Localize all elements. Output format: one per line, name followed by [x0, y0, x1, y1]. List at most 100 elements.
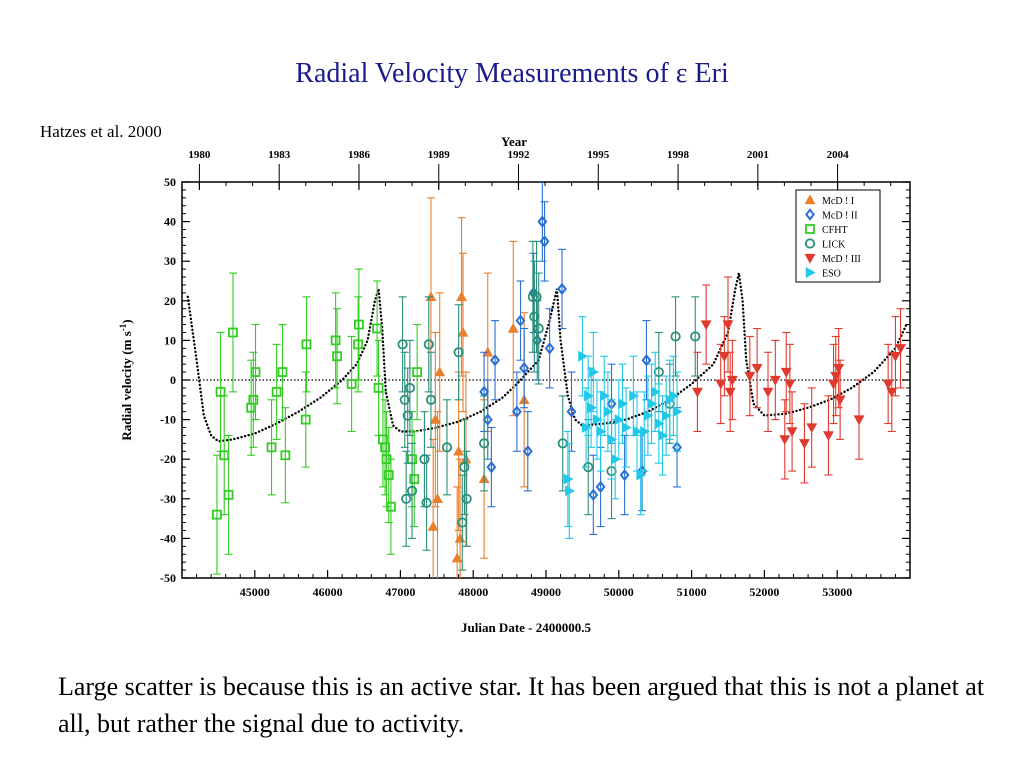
data-point	[453, 347, 464, 358]
data-point	[533, 323, 544, 334]
rv-chart: -50 -40 -30 -20 -10 0 10 20 30 40 50 45000 46000 470…	[118, 134, 911, 635]
data-point	[589, 366, 599, 378]
x-tick-label: 45000	[240, 585, 270, 599]
data-point	[586, 402, 597, 414]
data-point	[823, 431, 834, 442]
data-point	[383, 470, 394, 480]
data-point	[457, 326, 469, 337]
legend-marker	[805, 224, 815, 234]
year-tick-label: 1980	[188, 149, 211, 161]
year-tick-label: 2004	[827, 149, 850, 161]
data-point	[653, 366, 664, 378]
data-point	[798, 439, 810, 449]
data-point	[784, 379, 796, 390]
data-point	[751, 363, 763, 374]
data-point	[451, 552, 463, 563]
data-point	[592, 414, 603, 426]
data-point	[833, 363, 845, 374]
data-point	[595, 480, 606, 494]
data-point	[404, 382, 415, 394]
x-tick-label: 46000	[313, 585, 343, 599]
legend-marker	[805, 208, 815, 221]
data-point	[786, 427, 798, 438]
y-tick-label: -50	[160, 571, 176, 585]
data-point	[700, 320, 712, 331]
legend-label: ESO	[822, 269, 841, 280]
year-tick-label: 1986	[348, 149, 371, 161]
data-point	[459, 462, 470, 473]
data-point	[651, 386, 661, 398]
y-axis: -50 -40 -30 -20 -10 0 10 20 30 40 50	[160, 175, 910, 585]
data-point	[618, 398, 629, 410]
x-tick-label: 53000	[822, 585, 852, 599]
data-point	[406, 485, 418, 496]
data-point	[670, 331, 681, 342]
series-square	[212, 268, 423, 575]
series-triangle-right	[563, 316, 683, 539]
data-point	[607, 433, 618, 445]
y-tick-label: 20	[164, 294, 176, 308]
x-tick-label: 49000	[531, 585, 561, 599]
data-point	[373, 383, 384, 393]
y-tick-label: 40	[164, 215, 176, 229]
data-point	[830, 371, 842, 382]
data-point	[584, 390, 594, 402]
data-point	[640, 426, 650, 437]
data-point	[557, 282, 567, 296]
data-point	[423, 339, 434, 350]
x-tick-label: 47000	[385, 585, 415, 599]
data-point	[515, 314, 526, 327]
data-point	[330, 335, 341, 346]
data-point	[425, 394, 437, 405]
year-tick-label: 1983	[268, 149, 291, 161]
data-point	[531, 291, 542, 302]
data-point	[895, 344, 906, 354]
data-point	[490, 353, 501, 367]
top-year-axis: 1980 1983 1986 1989 1992 1995 1998 2001 2004	[188, 149, 892, 190]
legend-label: McD ! II	[822, 211, 858, 222]
y-tick-label: -40	[160, 531, 176, 545]
series-layer	[212, 182, 906, 578]
data-point	[654, 418, 665, 430]
data-point	[779, 435, 791, 446]
data-point	[581, 422, 592, 433]
y-axis-label: Radial velocity (m s-1)	[118, 319, 134, 440]
data-point	[427, 520, 439, 531]
y-tick-label: 0	[170, 373, 176, 387]
data-point	[511, 405, 522, 418]
data-point	[248, 394, 259, 405]
year-tick-label: 2001	[747, 149, 769, 161]
data-point	[886, 387, 898, 398]
caption-text: Large scatter is because this is an acti…	[58, 672, 985, 738]
data-point	[744, 371, 756, 382]
data-point	[277, 367, 288, 377]
legend-label: McD ! I	[822, 196, 854, 207]
data-point	[228, 327, 238, 338]
data-point	[647, 398, 658, 410]
orbit-curve	[186, 272, 908, 443]
data-point	[621, 422, 632, 433]
data-point	[780, 367, 792, 378]
data-point	[527, 291, 538, 302]
x-tick-label: 50000	[604, 585, 634, 599]
data-point	[882, 379, 894, 390]
data-point	[769, 375, 781, 386]
year-tick-label: 1995	[587, 149, 610, 161]
y-tick-label: -20	[160, 452, 176, 466]
y-axis-label-exponent: -1	[118, 323, 128, 331]
legend-marker	[805, 267, 816, 278]
data-point	[353, 339, 364, 350]
data-point	[724, 387, 736, 398]
data-point	[600, 390, 610, 402]
data-point	[280, 450, 291, 461]
data-point	[266, 442, 277, 453]
series-triangle-up	[425, 197, 530, 578]
data-point	[641, 353, 652, 367]
data-point	[397, 339, 408, 350]
data-point	[301, 339, 312, 350]
data-point	[596, 426, 607, 437]
data-point	[726, 375, 738, 386]
data-point	[522, 445, 533, 458]
data-point	[441, 442, 453, 453]
data-point	[603, 406, 614, 418]
